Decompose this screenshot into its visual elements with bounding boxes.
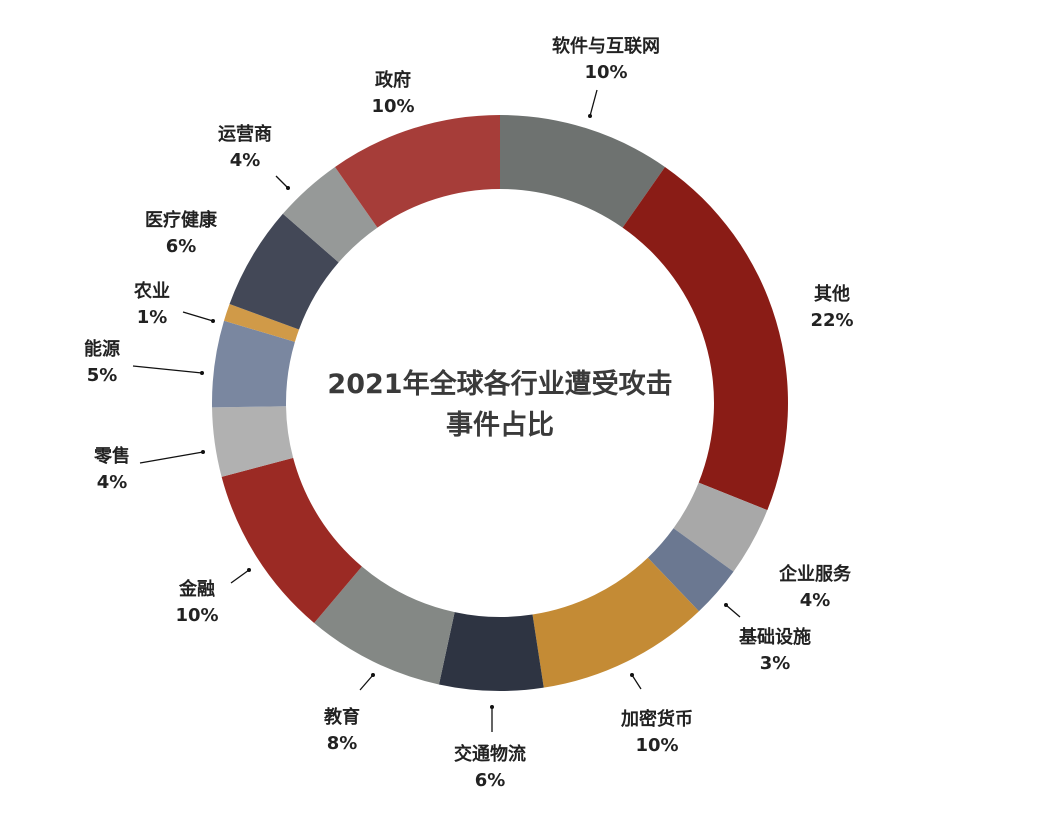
leader-line-4 [725,604,741,618]
slice-label-name-9: 零售 [93,445,130,467]
leader-line-1 [589,89,598,117]
leader-tick-13 [286,186,290,190]
leader-tick-5 [630,673,634,677]
slice-label-value-2: 22% [810,310,853,331]
slice-label-value-14: 10% [371,96,414,117]
leader-tick-4 [724,603,728,607]
slice-label-name-8: 金融 [178,578,215,600]
leader-tick-11 [211,319,215,323]
donut-slice-10 [212,320,295,408]
donut-slice-9 [212,406,294,477]
donut-slice-4 [647,528,734,612]
slice-label-value-7: 8% [327,733,358,754]
donut-slice-6 [438,612,544,691]
leader-line-7 [359,674,374,691]
leader-line-10 [132,365,203,374]
slice-label-value-3: 4% [800,590,831,611]
slice-label-value-9: 4% [97,472,128,493]
slice-label-name-5: 加密货币 [620,708,693,730]
leader-tick-1 [588,114,592,118]
donut-slice-8 [221,457,362,623]
donut-slice-14 [335,115,500,228]
leader-tick-8 [247,568,251,572]
slice-label-value-12: 6% [166,236,197,257]
leader-line-5 [631,674,642,690]
slice-label-value-13: 4% [230,150,261,171]
slice-label-name-10: 能源 [84,338,120,360]
chart-title-line1: 2021年全球各行业遭受攻击 [327,368,672,400]
slice-label-value-8: 10% [175,605,218,626]
slice-label-value-6: 6% [475,770,506,791]
leader-line-13 [275,175,289,189]
donut-slice-1 [500,115,665,228]
slice-label-value-10: 5% [87,365,118,386]
chart-title-line2: 事件占比 [446,410,554,441]
donut-slice-3 [673,482,768,572]
slice-label-name-11: 农业 [133,280,170,302]
leader-tick-6 [490,705,494,709]
leader-lines [132,89,741,732]
leader-tick-9 [201,450,205,454]
slice-label-name-7: 教育 [324,706,360,728]
slice-label-name-4: 基础设施 [738,626,811,648]
slice-label-name-1: 软件与互联网 [552,35,660,57]
donut-slice-7 [314,566,455,685]
donut-slices [212,115,789,691]
slice-label-name-14: 政府 [375,69,411,91]
slice-labels: 软件与互联网 10% 其他 22% 企业服务 4% 基础设施 3% 加密货币 10% 交通物流 6% 教… [84,35,854,791]
slice-label-name-2: 其他 [814,283,850,305]
slice-label-name-13: 运营商 [218,123,272,145]
slice-label-value-11: 1% [137,307,168,328]
slice-label-name-3: 企业服务 [778,563,852,585]
slice-label-value-4: 3% [760,653,791,674]
donut-slice-11 [224,304,300,342]
slice-label-name-12: 医疗健康 [145,209,218,231]
donut-slice-2 [622,166,789,511]
leader-line-8 [230,569,250,584]
donut-slice-13 [282,166,378,263]
leader-tick-10 [200,371,204,375]
slice-label-value-1: 10% [584,62,627,83]
leader-line-11 [182,311,214,322]
slice-label-name-6: 交通物流 [454,743,526,765]
donut-slice-5 [532,557,699,688]
slice-label-value-5: 10% [635,735,678,756]
leader-line-9 [139,451,204,464]
donut-slice-12 [229,213,339,330]
leader-tick-7 [371,673,375,677]
